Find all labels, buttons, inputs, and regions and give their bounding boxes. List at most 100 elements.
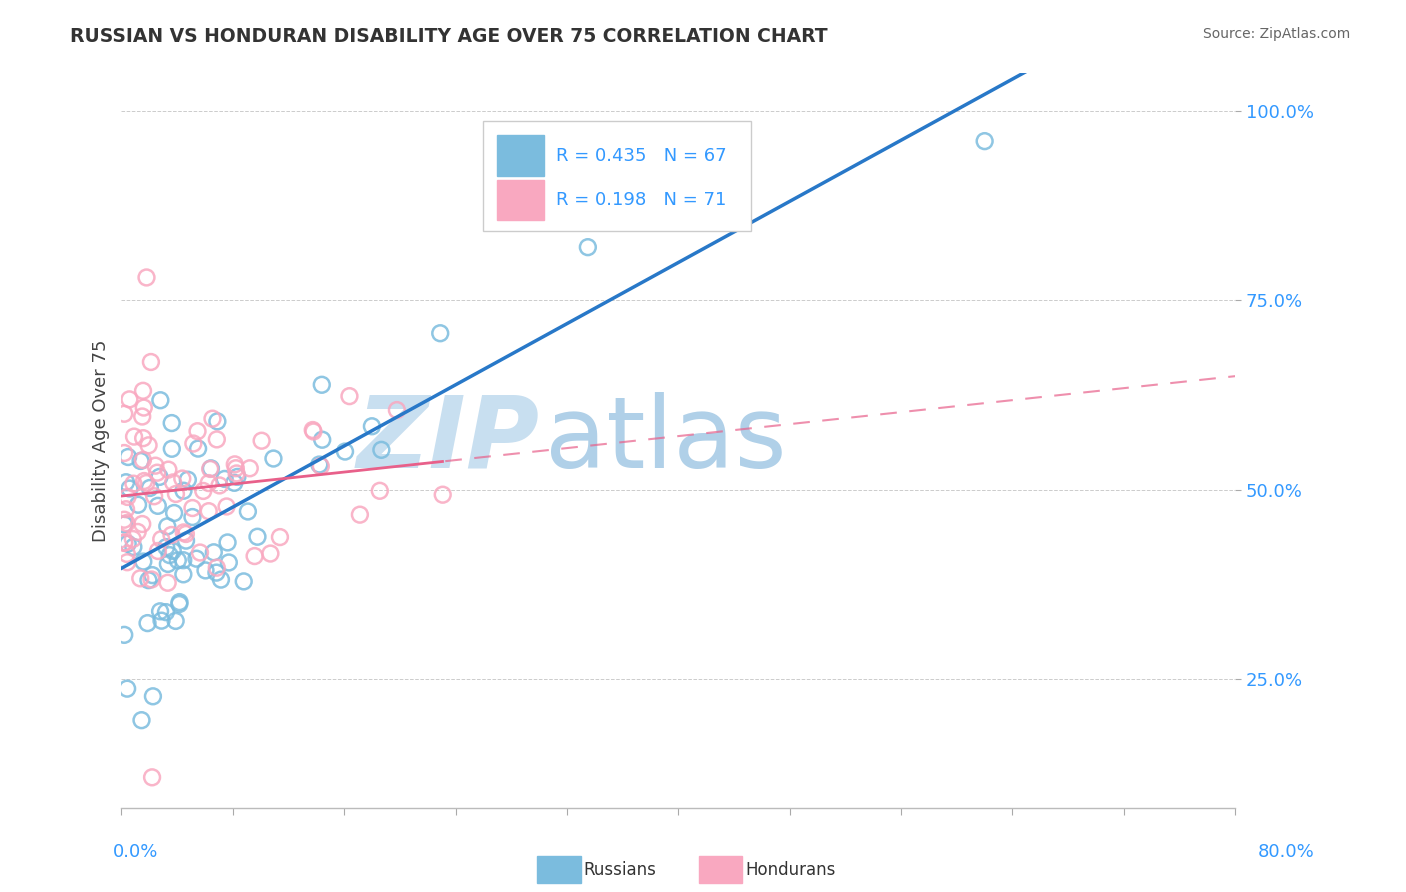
Point [142, 690, 165, 704]
Point [432, 488, 454, 502]
Point [148, 470, 170, 484]
Point [163, 506, 186, 520]
Point [135, 476, 157, 491]
Point [132, 474, 155, 488]
Point [197, 476, 219, 491]
Text: R = 0.435   N = 67: R = 0.435 N = 67 [555, 147, 727, 165]
Point [208, 478, 231, 492]
Point [146, 466, 169, 480]
Point [224, 458, 246, 472]
Point [973, 134, 995, 148]
Point [135, 270, 157, 285]
Point [243, 549, 266, 563]
Point [129, 454, 152, 468]
Point [311, 377, 333, 392]
Point [155, 605, 177, 619]
Point [157, 462, 180, 476]
Point [224, 475, 246, 490]
Point [122, 476, 145, 491]
Point [115, 475, 138, 490]
Point [136, 616, 159, 631]
Point [385, 403, 408, 417]
Point [172, 472, 194, 486]
Point [117, 537, 139, 551]
Text: 0.0%: 0.0% [112, 843, 157, 861]
Point [150, 532, 173, 546]
Point [132, 401, 155, 415]
Point [186, 424, 208, 438]
Point [226, 470, 249, 484]
Point [172, 567, 194, 582]
Point [131, 409, 153, 424]
Point [246, 530, 269, 544]
Point [205, 560, 228, 574]
Point [174, 527, 197, 541]
Point [162, 475, 184, 490]
Point [118, 392, 141, 407]
Point [259, 547, 281, 561]
Point [173, 483, 195, 498]
Point [112, 536, 135, 550]
Point [138, 438, 160, 452]
Y-axis label: Disability Age Over 75: Disability Age Over 75 [93, 339, 110, 541]
Point [132, 453, 155, 467]
Point [141, 770, 163, 784]
Point [173, 525, 195, 540]
Point [139, 481, 162, 495]
Point [217, 535, 239, 549]
Text: R = 0.198   N = 71: R = 0.198 N = 71 [555, 191, 727, 209]
Point [269, 530, 291, 544]
Point [121, 532, 143, 546]
Point [112, 407, 135, 421]
Point [333, 444, 356, 458]
Point [149, 604, 172, 618]
Point [129, 571, 152, 585]
Point [339, 389, 361, 403]
Point [193, 483, 215, 498]
Point [349, 508, 371, 522]
Point [361, 419, 384, 434]
Point [117, 490, 139, 504]
Point [166, 553, 188, 567]
Point [132, 431, 155, 445]
Point [236, 504, 259, 518]
Point [132, 384, 155, 398]
Point [214, 472, 236, 486]
Point [225, 461, 247, 475]
Point [209, 573, 232, 587]
Point [262, 451, 284, 466]
Point [160, 528, 183, 542]
Point [159, 548, 181, 562]
FancyBboxPatch shape [496, 179, 544, 220]
Point [131, 516, 153, 531]
Point [172, 553, 194, 567]
Point [115, 502, 138, 516]
Point [202, 545, 225, 559]
Point [187, 442, 209, 456]
Point [218, 556, 240, 570]
Point [250, 434, 273, 448]
Point [141, 573, 163, 587]
Point [115, 555, 138, 569]
Point [112, 628, 135, 642]
Point [146, 544, 169, 558]
Text: ZIP: ZIP [356, 392, 538, 489]
Text: Russians: Russians [583, 861, 657, 879]
Point [232, 574, 254, 589]
Point [139, 355, 162, 369]
Point [162, 544, 184, 558]
Point [309, 459, 332, 474]
Point [115, 681, 138, 696]
Point [143, 489, 166, 503]
Text: RUSSIAN VS HONDURAN DISABILITY AGE OVER 75 CORRELATION CHART: RUSSIAN VS HONDURAN DISABILITY AGE OVER … [70, 27, 828, 45]
Point [127, 498, 149, 512]
Point [118, 482, 141, 496]
Text: Source: ZipAtlas.com: Source: ZipAtlas.com [1202, 27, 1350, 41]
Point [368, 483, 391, 498]
FancyBboxPatch shape [484, 120, 751, 231]
Point [131, 713, 153, 727]
Point [205, 433, 228, 447]
Text: 80.0%: 80.0% [1258, 843, 1315, 861]
Point [370, 442, 392, 457]
Point [149, 393, 172, 408]
